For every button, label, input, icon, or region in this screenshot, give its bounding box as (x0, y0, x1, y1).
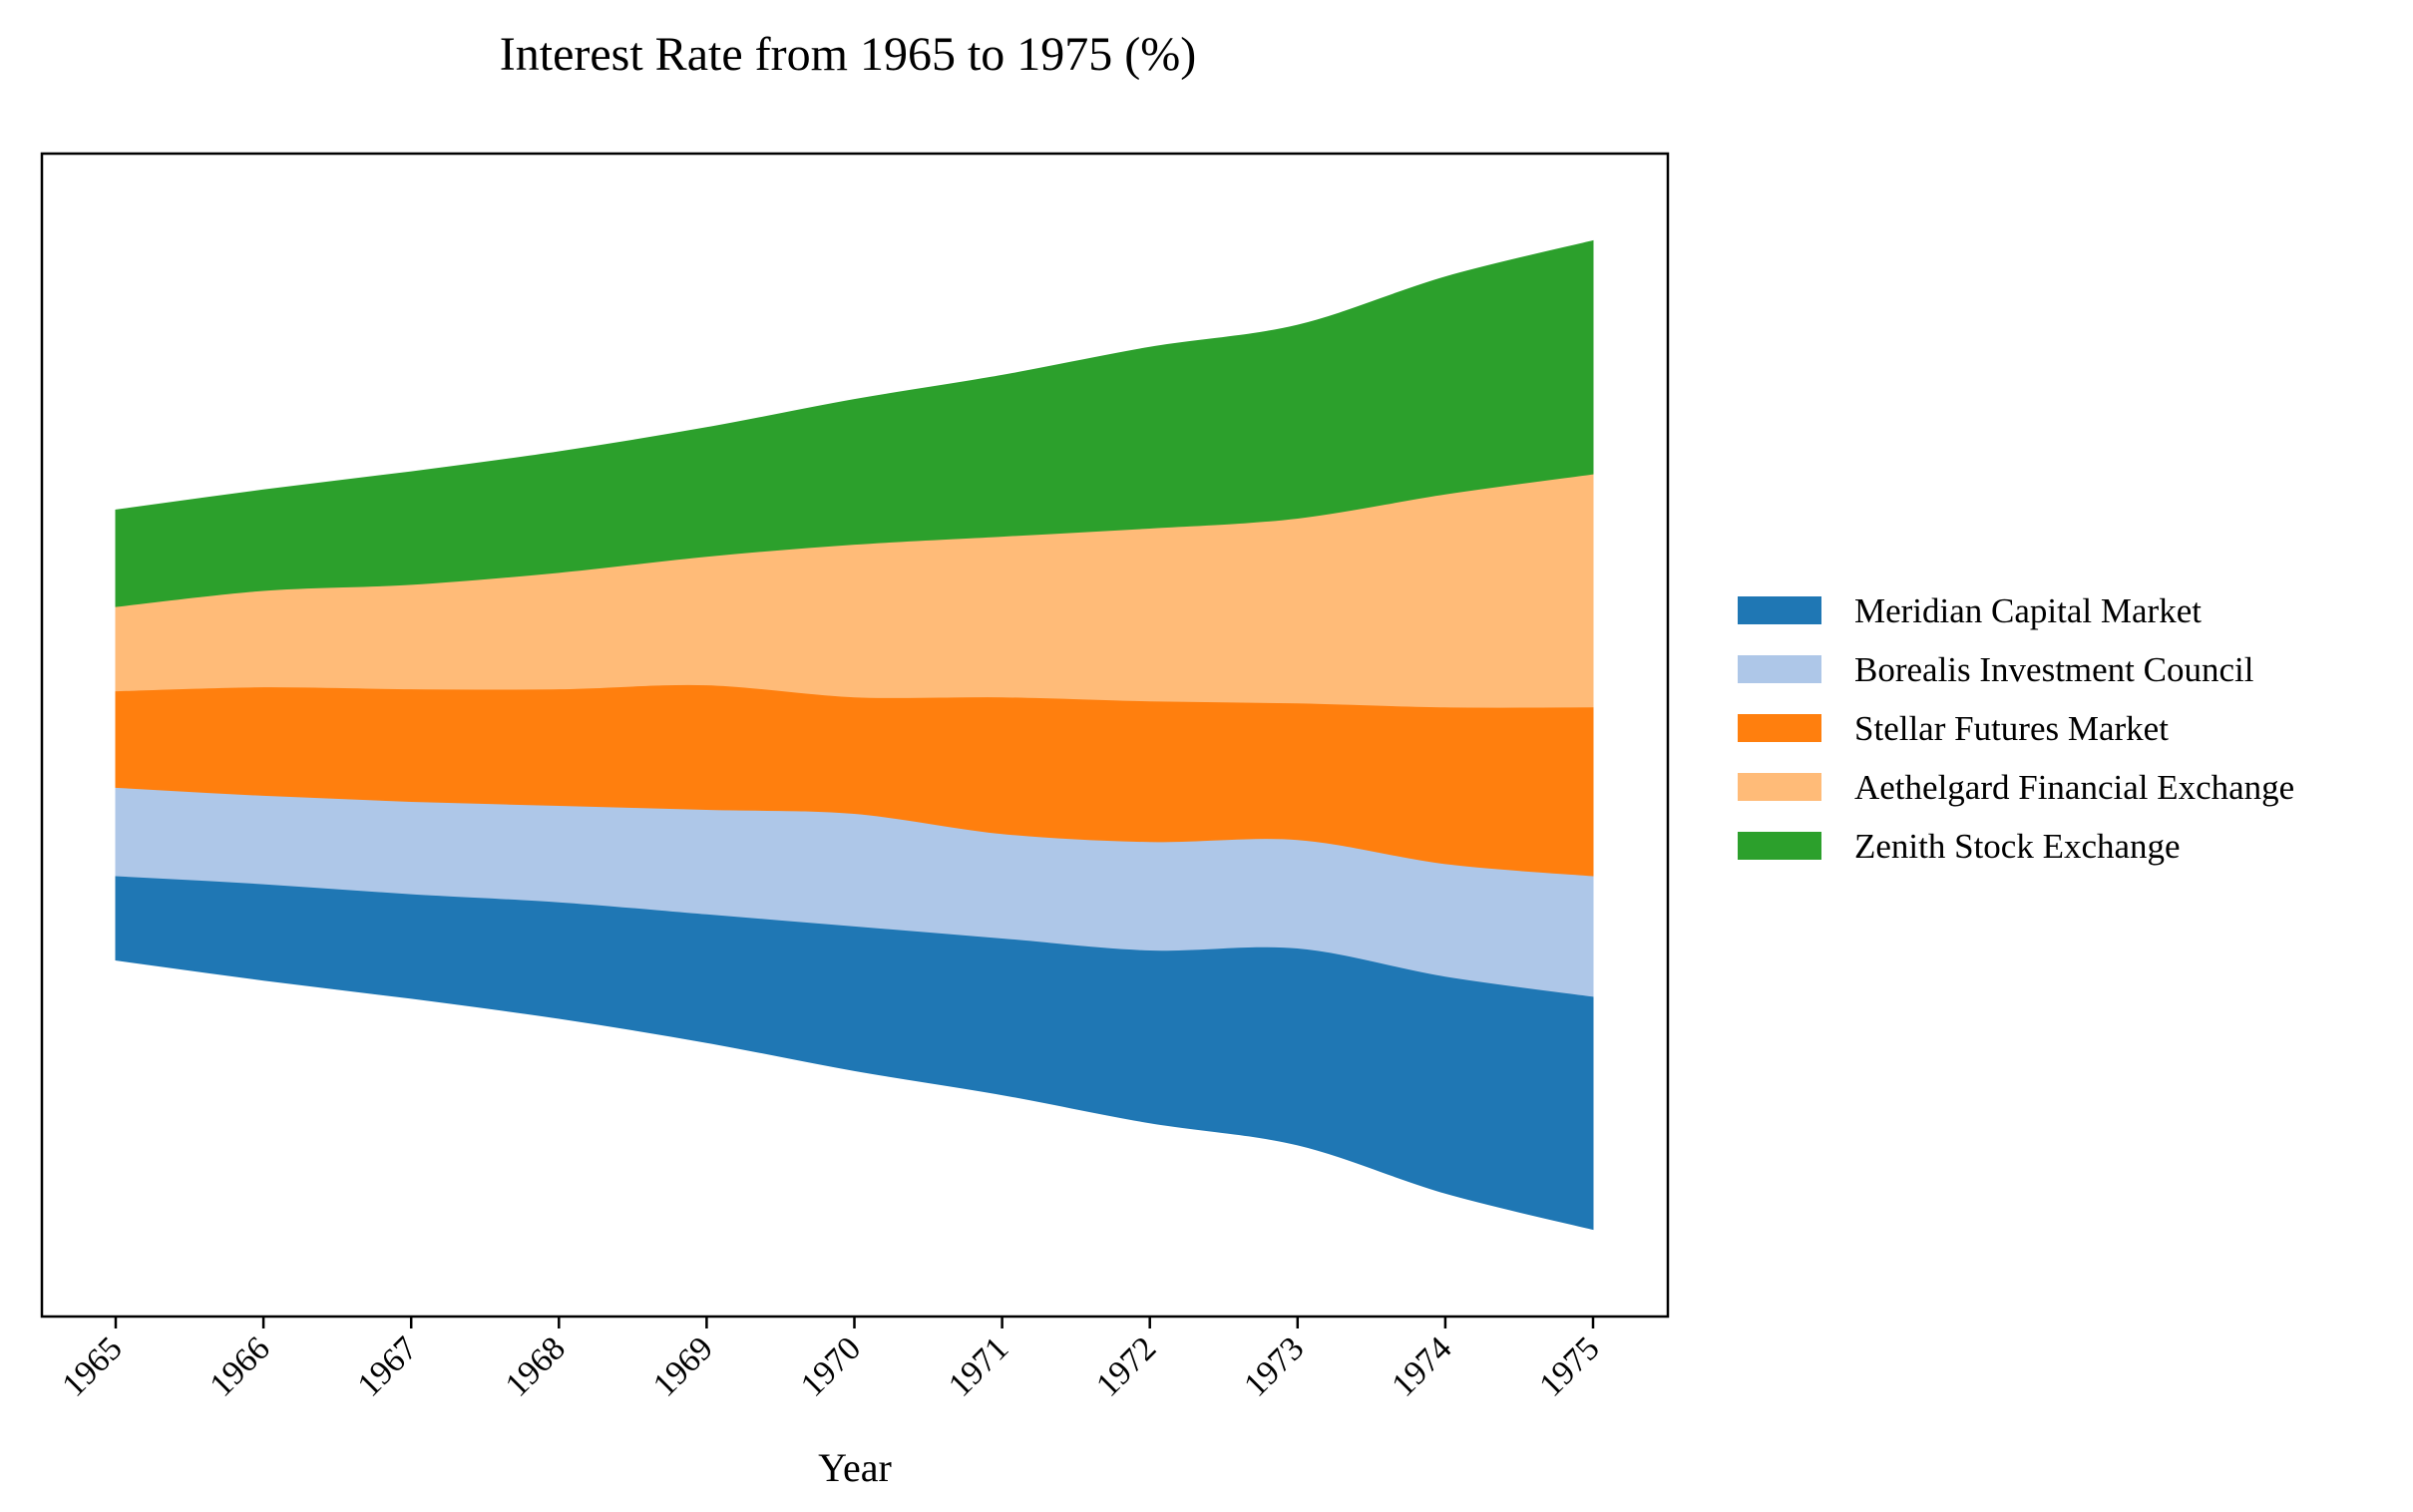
legend-swatch (1738, 773, 1821, 801)
legend-label: Stellar Futures Market (1854, 709, 2169, 748)
chart-title: Interest Rate from 1965 to 1975 (%) (500, 28, 1196, 81)
legend-swatch (1738, 714, 1821, 742)
stream-layers (115, 239, 1594, 1231)
x-tick-label: 1973 (1237, 1329, 1311, 1403)
x-tick-label: 1972 (1089, 1329, 1163, 1403)
x-tick-label: 1971 (942, 1329, 1015, 1403)
x-tick-label: 1970 (794, 1329, 868, 1403)
x-tick-label: 1965 (55, 1329, 129, 1403)
legend-swatch (1738, 655, 1821, 683)
x-tick-label: 1969 (646, 1329, 720, 1403)
x-axis-label: Year (818, 1445, 892, 1490)
legend: Meridian Capital Market Borealis Investme… (1738, 591, 2294, 866)
x-tick-label: 1975 (1532, 1329, 1606, 1403)
legend-swatch (1738, 596, 1821, 624)
legend-label: Zenith Stock Exchange (1854, 827, 2181, 866)
x-tick-label: 1966 (203, 1329, 277, 1403)
legend-swatch (1738, 832, 1821, 860)
legend-label: Aethelgard Financial Exchange (1854, 768, 2294, 807)
x-axis-ticks: 1965 1966 1967 1968 1969 1970 1971 1972 1973 1974… (55, 1317, 1607, 1404)
x-tick-label: 1968 (499, 1329, 573, 1403)
stream-zenith-stock-exchange (115, 239, 1594, 607)
legend-label: Meridian Capital Market (1854, 591, 2202, 630)
legend-label: Borealis Investment Council (1854, 650, 2254, 689)
x-tick-label: 1967 (351, 1329, 425, 1403)
x-tick-label: 1974 (1385, 1329, 1458, 1403)
